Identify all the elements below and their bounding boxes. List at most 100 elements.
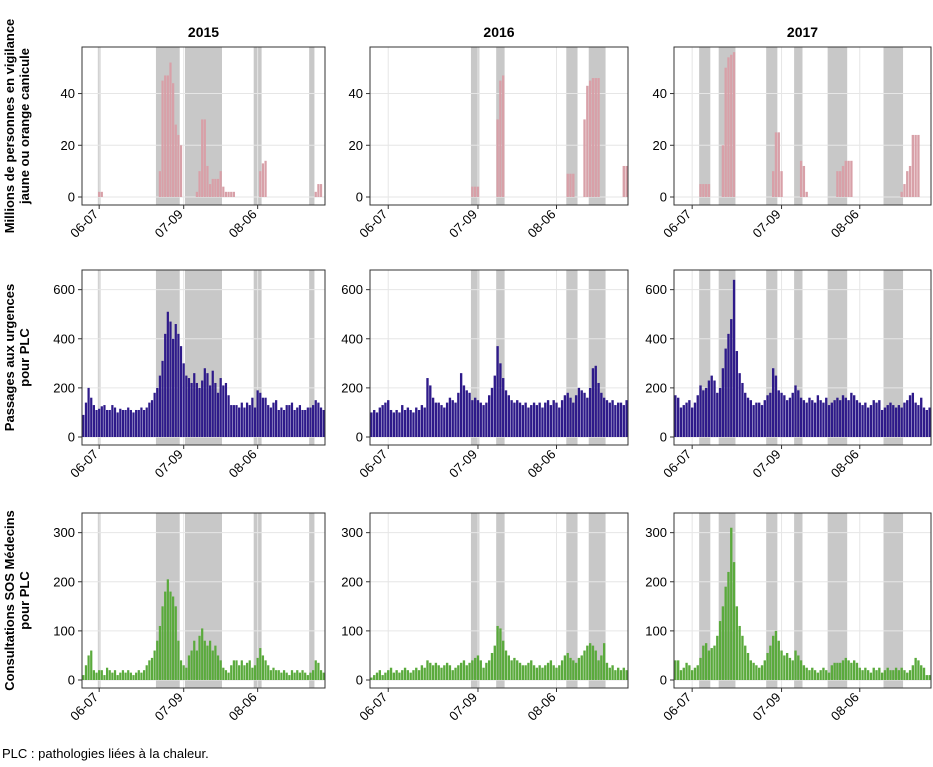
bar (142, 409, 146, 437)
bar (704, 184, 708, 197)
bar (788, 397, 792, 437)
bar (853, 395, 856, 437)
bar (799, 660, 803, 680)
bar (462, 385, 466, 437)
bar (387, 670, 390, 680)
bar (319, 407, 323, 437)
bar (384, 672, 387, 680)
bar (791, 392, 794, 437)
x-tick-label: 08-06 (226, 207, 260, 241)
x-tick-label: 07-09 (152, 207, 186, 241)
bar (108, 670, 111, 680)
bar (827, 672, 831, 680)
bar (179, 145, 183, 197)
y-tick-label: 20 (349, 138, 363, 153)
bar (679, 670, 683, 680)
bar (897, 405, 901, 437)
bar (174, 324, 177, 437)
bar (269, 407, 272, 437)
bar (622, 165, 625, 197)
bar (314, 191, 317, 197)
bar (699, 184, 702, 197)
bar (90, 650, 93, 680)
bar (296, 670, 299, 680)
bar (617, 402, 620, 437)
bar (423, 667, 426, 680)
bar (135, 672, 138, 680)
bar (267, 665, 270, 680)
bar (129, 672, 132, 680)
panel-urgences-2016: 0 200 400 600 06-07 07-09 08-06 (341, 269, 629, 481)
bar (121, 409, 125, 437)
bar (253, 665, 257, 680)
bar (201, 119, 204, 197)
bar (588, 387, 592, 437)
bar (530, 660, 533, 680)
bar (914, 657, 917, 680)
x-tick-label: 06-07 (67, 690, 101, 724)
bar (685, 402, 688, 437)
bar (894, 407, 898, 437)
bar (869, 405, 873, 437)
bar (454, 402, 457, 437)
bar (791, 660, 794, 680)
bar (148, 402, 151, 437)
bar (535, 405, 539, 437)
bar (451, 400, 454, 437)
bar (150, 657, 154, 680)
bar (203, 640, 206, 680)
vigilance-period (185, 47, 222, 205)
bar (847, 160, 850, 197)
bar (721, 368, 725, 437)
bar (674, 660, 677, 680)
bar (403, 667, 407, 680)
panel-frame (369, 269, 629, 446)
bar (222, 385, 225, 437)
x-tick-label: 06-07 (67, 207, 101, 241)
bar (87, 387, 90, 437)
bar (802, 400, 806, 437)
bar (771, 635, 775, 680)
bar (704, 643, 708, 680)
bar (389, 409, 393, 437)
bar (290, 402, 294, 437)
x-tick-label: 06-07 (660, 690, 694, 724)
bar (319, 184, 323, 197)
bar (174, 124, 177, 197)
x-tick-label: 06-07 (356, 690, 390, 724)
bar (502, 378, 505, 437)
bar (802, 165, 806, 197)
bar (301, 409, 304, 437)
bar (925, 409, 928, 437)
bar (108, 409, 111, 437)
bar (925, 675, 928, 680)
bar (319, 670, 323, 680)
bar (504, 390, 508, 437)
bar (314, 400, 317, 437)
y-tick-label: 300 (645, 525, 667, 540)
bar (538, 665, 541, 680)
bar (883, 407, 887, 437)
bar (785, 652, 789, 680)
bar (201, 380, 204, 437)
bar (830, 665, 834, 680)
bar (614, 405, 617, 437)
bar (724, 67, 727, 197)
bar (488, 395, 491, 437)
bar (485, 662, 488, 680)
bar (406, 407, 410, 437)
bar (412, 670, 415, 680)
bar (566, 652, 569, 680)
bar (880, 409, 884, 437)
bar (298, 405, 302, 437)
bar (822, 667, 825, 680)
bar (805, 402, 808, 437)
bar (398, 412, 401, 437)
bar (513, 657, 516, 680)
bar (724, 348, 727, 437)
bar (744, 392, 747, 437)
bar (777, 640, 780, 680)
bar (878, 400, 881, 437)
bar (752, 662, 755, 680)
bar (373, 675, 376, 680)
